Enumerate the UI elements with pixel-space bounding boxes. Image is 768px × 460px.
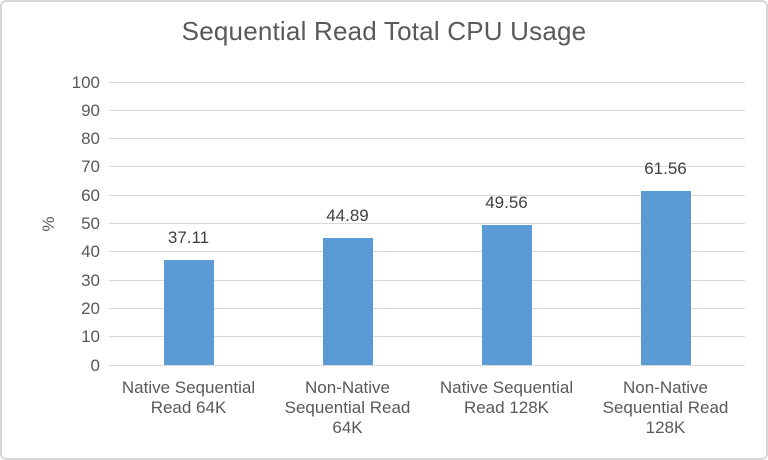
data-label: 44.89 (326, 205, 369, 225)
y-tick-label: 100 (71, 72, 100, 92)
data-label: 49.56 (485, 192, 528, 212)
y-tick-label: 40 (81, 242, 100, 262)
category-label-line: 128K (645, 418, 686, 437)
gridline (109, 166, 745, 168)
category-label-line: Sequential Read (284, 398, 411, 417)
gridline (109, 251, 745, 253)
y-tick-label: 20 (81, 298, 100, 318)
category-label: Native Sequential Read 128K (427, 378, 586, 418)
category-label-line: Non-Native (622, 378, 709, 397)
category-label-line: Native Sequential (121, 378, 256, 397)
gridline (109, 307, 745, 309)
gridline (109, 138, 745, 140)
bar (481, 224, 532, 365)
category-label-line: Non-Native (304, 378, 391, 397)
y-tick-label: 50 (81, 214, 100, 233)
category-label-line: Read 64K (150, 398, 227, 417)
category-label: Non-Native Sequential Read 128K (586, 378, 745, 438)
chart-title: Sequential Read Total CPU Usage (181, 16, 587, 46)
category-label-line: 64K (332, 418, 363, 437)
bar (322, 237, 373, 365)
category-label: Native Sequential Read 64K (109, 378, 268, 418)
gridline (109, 81, 745, 83)
gridline (109, 336, 745, 338)
category-label-line: Sequential Read (602, 398, 729, 417)
y-tick-label: 80 (81, 129, 100, 149)
y-tick-label: 30 (81, 270, 100, 290)
data-label: 37.11 (167, 227, 210, 247)
y-tick-label: 10 (81, 327, 100, 347)
y-tick-label: 70 (81, 157, 100, 177)
y-tick-label: 0 (90, 355, 100, 375)
gridline (109, 364, 745, 366)
category-label: Non-Native Sequential Read 64K (268, 378, 427, 438)
y-tick-label: 90 (81, 100, 100, 120)
data-label: 61.56 (644, 158, 687, 178)
gridline (109, 109, 745, 111)
gridline (109, 279, 745, 281)
bar (640, 190, 691, 365)
bar (163, 259, 214, 365)
category-label-line: Read 128K (463, 398, 550, 417)
gridline (109, 194, 745, 196)
gridline (109, 223, 745, 224)
y-tick-label: 60 (81, 185, 100, 205)
plot-area: % 0 10 20 30 40 50 60 70 80 90 100 37.11 Native Sequ… (39, 74, 745, 437)
category-label-line: Native Sequential (439, 378, 574, 397)
